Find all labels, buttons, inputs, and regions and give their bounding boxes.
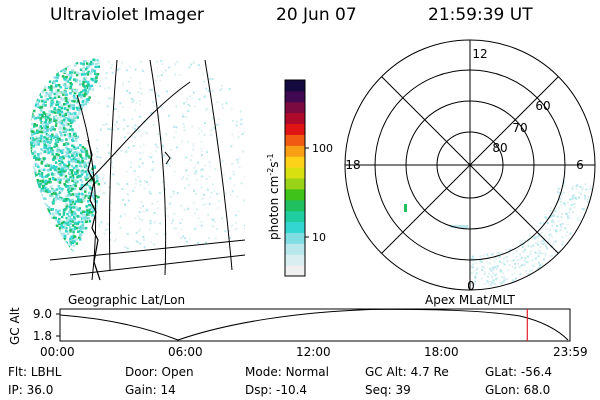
coastline-marker <box>164 151 171 165</box>
mlt-12-label: 12 <box>472 47 487 61</box>
mlt-0-label: 0 <box>467 279 475 293</box>
geographic-label: Geographic Lat/Lon <box>68 293 186 307</box>
colorbar-segment <box>285 243 305 255</box>
mlt-6-label: 6 <box>576 158 584 172</box>
info-filter: Flt: LBHL <box>8 365 62 379</box>
colorbar-segment <box>285 265 305 277</box>
colorbar-segment <box>285 101 305 114</box>
colorbar-segment <box>285 134 305 146</box>
polar-emission-dots <box>404 179 592 287</box>
time-tick-0600: 06:00 <box>168 345 203 359</box>
info-mode: Mode: Normal <box>245 365 329 379</box>
colorbar-segment <box>285 199 305 212</box>
altitude-tick-1-8: 1.8 <box>33 329 52 343</box>
colorbar-segment <box>285 156 305 168</box>
colorbar-segment <box>285 221 305 233</box>
info-gain: Gain: 14 <box>125 383 176 397</box>
info-seq: Seq: 39 <box>365 383 411 397</box>
colorbar-tick-10: 10 <box>312 231 326 244</box>
altitude-plot-frame <box>59 308 571 342</box>
date-label: 20 Jun 07 <box>276 5 357 25</box>
time-tick-0000: 00:00 <box>40 345 75 359</box>
colorbar-segment <box>285 145 305 157</box>
altitude-axis-label: GC Alt <box>8 307 22 345</box>
mlt-18-label: 18 <box>345 158 360 172</box>
altitude-curve <box>59 308 569 341</box>
mlat-80-label: 80 <box>492 141 507 155</box>
mlat-60-label: 60 <box>535 99 550 113</box>
mlat-70-label: 70 <box>512 121 527 135</box>
time-tick-1200: 12:00 <box>296 345 331 359</box>
info-ip: IP: 36.0 <box>8 383 54 397</box>
colorbar <box>284 79 309 277</box>
time-tick-1800: 18:00 <box>424 345 459 359</box>
colorbar-segment <box>285 188 305 201</box>
info-glat: GLat: -56.4 <box>485 365 552 379</box>
colorbar-segment <box>285 123 305 135</box>
info-glon: GLon: 68.0 <box>485 383 551 397</box>
colorbar-segment <box>285 210 305 223</box>
info-door: Door: Open <box>125 365 194 379</box>
info-gc-alt: GC Alt: 4.7 Re <box>365 365 449 379</box>
time-tick-2359: 23:59 <box>553 345 588 359</box>
colorbar-segment <box>285 232 305 244</box>
colorbar-unit-label: photon cm-2s-1 <box>266 153 281 240</box>
polar-diagonal-2 <box>381 76 559 254</box>
colorbar-segment <box>285 178 305 190</box>
geographic-image <box>30 57 246 281</box>
info-dsp: Dsp: -10.4 <box>245 383 308 397</box>
apex-label: Apex MLat/MLT <box>425 293 515 307</box>
coastline <box>87 139 101 281</box>
polar-plot <box>344 39 596 291</box>
colorbar-segment <box>285 167 305 179</box>
lat-lon-grid <box>49 59 246 281</box>
colorbar-segment <box>285 112 305 125</box>
altitude-plot <box>56 308 571 342</box>
altitude-tick-9: 9.0 <box>33 307 52 321</box>
time-label: 21:59:39 UT <box>428 5 533 25</box>
colorbar-segment <box>285 80 305 92</box>
colorbar-tick-100: 100 <box>312 142 333 155</box>
instrument-title: Ultraviolet Imager <box>50 5 204 25</box>
colorbar-segment <box>285 90 305 103</box>
colorbar-segment <box>285 254 305 266</box>
